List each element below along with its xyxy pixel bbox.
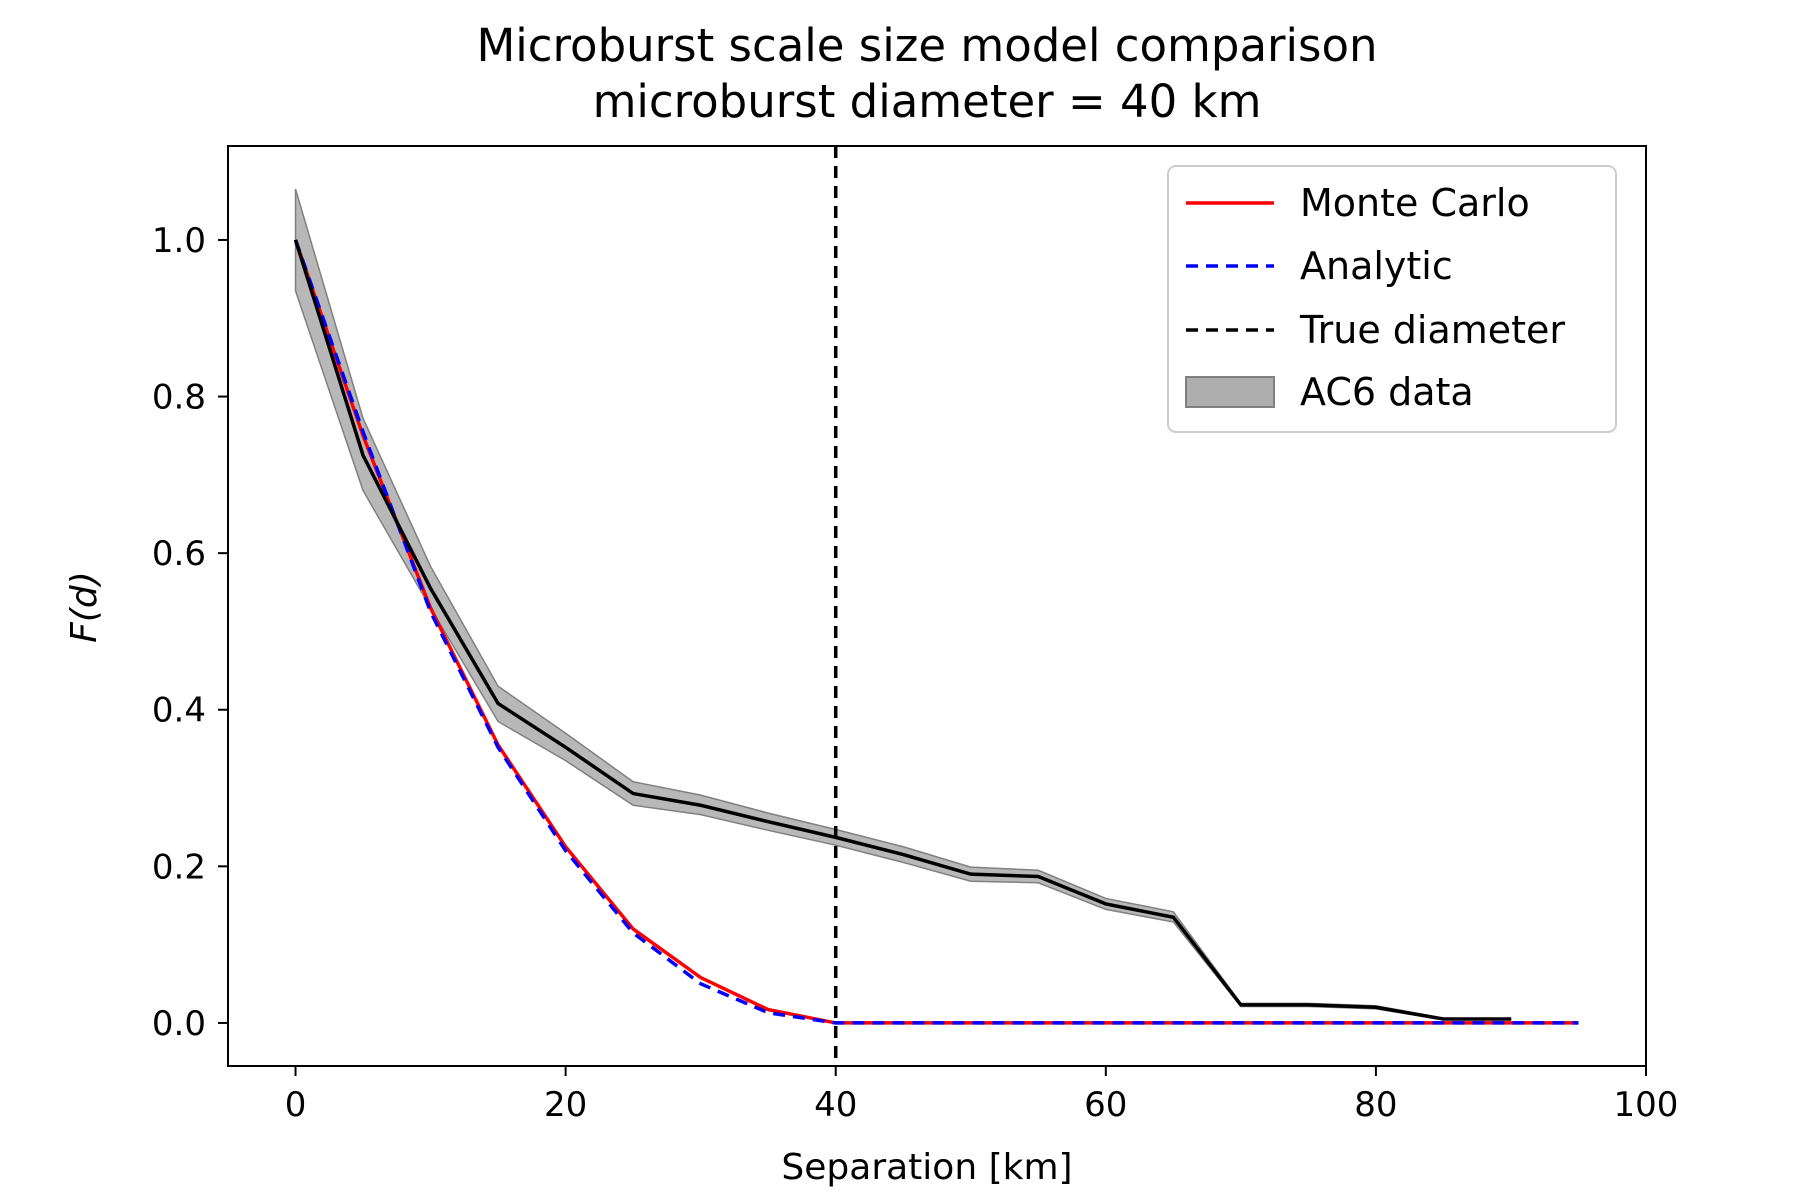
plot-area: 0 20 40 60 80 100 0.0 0.2 0.4 0.6 0.8 1.0 xyxy=(152,145,1679,1125)
y-tick-label: 0.2 xyxy=(152,847,206,887)
legend-box xyxy=(1167,165,1617,433)
y-axis-label: F(d) xyxy=(64,571,105,643)
chart-title: Microburst scale size model comparison xyxy=(476,19,1377,72)
x-tick-label: 0 xyxy=(285,1085,307,1125)
x-tick-label: 80 xyxy=(1354,1085,1397,1125)
y-tick-label: 0.0 xyxy=(152,1004,206,1044)
legend-swatch-ac6-data xyxy=(1185,376,1275,408)
x-tick-label: 20 xyxy=(544,1085,587,1125)
series-line-ac6-data xyxy=(293,239,1511,1021)
y-tick-label: 0.4 xyxy=(152,691,206,731)
series-line-analytic xyxy=(293,239,1579,1025)
plot-frame xyxy=(227,145,1647,1067)
y-tick-label: 0.6 xyxy=(152,534,206,574)
x-tick-label: 40 xyxy=(814,1085,857,1125)
x-axis-label: Separation [km] xyxy=(781,1147,1072,1188)
x-tick-label: 60 xyxy=(1084,1085,1127,1125)
legend-label-monte-carlo: Monte Carlo xyxy=(1300,181,1530,225)
x-tick-label: 100 xyxy=(1614,1085,1679,1125)
chart-subtitle: microburst diameter = 40 km xyxy=(593,75,1262,128)
legend: Monte Carlo Analytic True diameter AC6 data xyxy=(1167,165,1617,433)
legend-label-ac6-data: AC6 data xyxy=(1300,370,1474,414)
legend-label-true-diameter: True diameter xyxy=(1299,308,1565,352)
legend-label-analytic: Analytic xyxy=(1300,244,1453,288)
y-tick-label: 1.0 xyxy=(152,221,206,261)
y-tick-label: 0.8 xyxy=(152,378,206,418)
